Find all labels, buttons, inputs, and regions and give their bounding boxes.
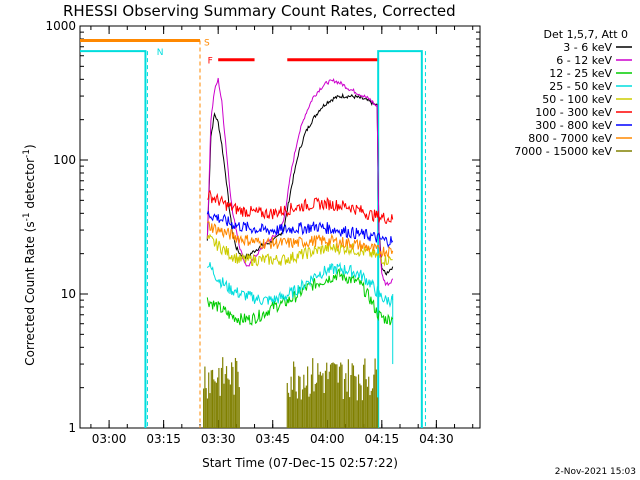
legend-label: 25 - 50 keV — [549, 80, 612, 93]
marker-label: N — [157, 48, 164, 58]
marker-label: F — [208, 57, 213, 67]
series-line — [206, 261, 394, 308]
y-axis-label: Corrected Count Rate (s-1 detector-1) — [22, 144, 37, 365]
y-tick-label: 10 — [61, 287, 76, 301]
plot-frame — [79, 25, 481, 429]
x-tick-label: 04:30 — [419, 432, 454, 446]
chart-title: RHESSI Observing Summary Count Rates, Co… — [63, 2, 456, 20]
night-marker-2 — [377, 50, 423, 428]
legend-label: 300 - 800 keV — [535, 119, 612, 132]
series-line — [206, 233, 393, 267]
plot-axes: 1 10 100 1000 03:00 03:15 03:30 03:45 04:00 04:15… — [45, 19, 481, 446]
y-tick-label: 1000 — [45, 19, 76, 33]
legend-label: 7000 - 15000 keV — [514, 145, 612, 158]
legend-label: 100 - 300 keV — [535, 106, 612, 119]
x-tick-label: 03:30 — [201, 432, 236, 446]
x-tick-label: 03:45 — [255, 432, 290, 446]
legend-label: 800 - 7000 keV — [528, 132, 612, 145]
footer-date: 2-Nov-2021 15:03 — [555, 467, 636, 477]
legend-label: 3 - 6 keV — [563, 41, 612, 54]
y-tick-label: 100 — [53, 153, 76, 167]
y-tick-label: 1 — [68, 421, 76, 435]
series-line — [206, 220, 394, 259]
legend-label: 50 - 100 keV — [542, 93, 612, 106]
legend-label: 6 - 12 keV — [556, 54, 612, 67]
x-tick-label: 04:00 — [310, 432, 345, 446]
x-tick-label: 03:00 — [92, 432, 127, 446]
marker-label: S — [204, 38, 210, 48]
x-tick-label: 04:15 — [365, 432, 400, 446]
x-axis-label: Start Time (07-Dec-15 02:57:22) — [202, 456, 398, 470]
x-tick-label: 03:15 — [146, 432, 181, 446]
series-lines: N SF — [80, 38, 426, 428]
series-line — [206, 77, 394, 287]
legend-label: 12 - 25 keV — [549, 67, 612, 80]
night-marker — [80, 50, 147, 428]
legend-header: Det 1,5,7, Att 0 — [544, 28, 628, 41]
series-line — [207, 189, 394, 225]
series-line — [206, 210, 394, 249]
